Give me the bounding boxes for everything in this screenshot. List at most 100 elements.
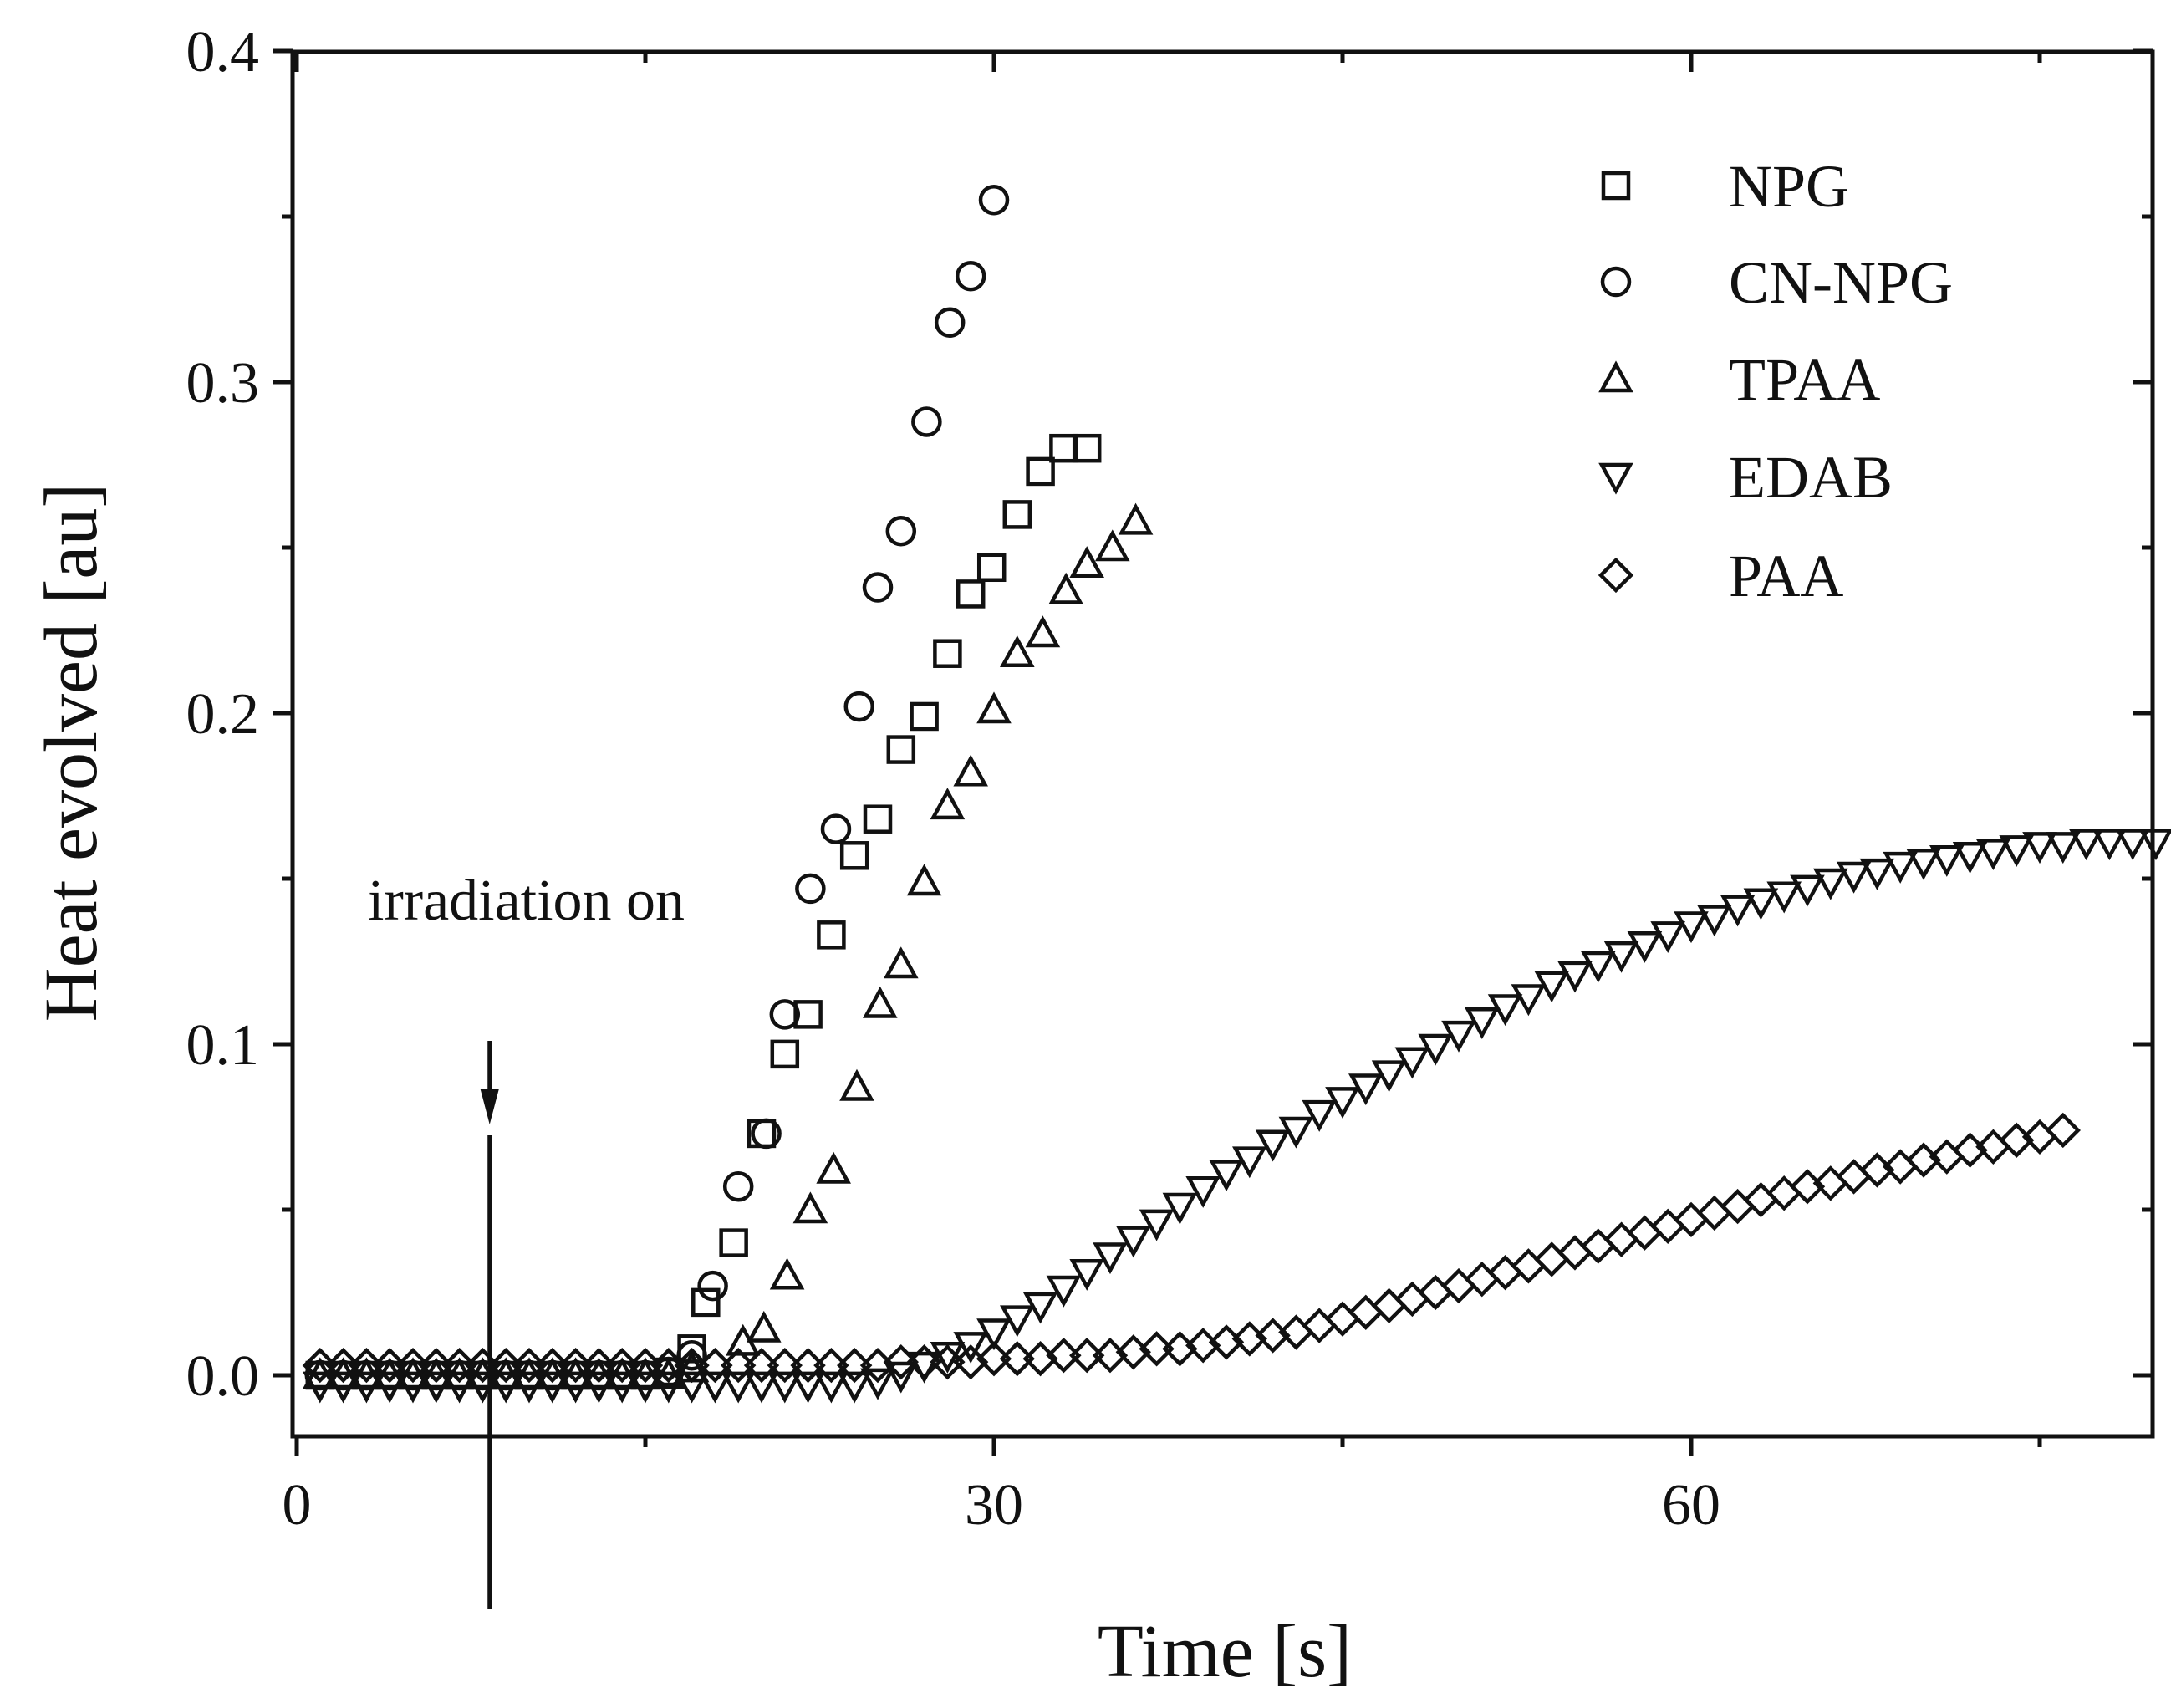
data-point-cn-npg bbox=[676, 1339, 707, 1371]
data-point-npg bbox=[1002, 500, 1032, 529]
data-point-edab bbox=[1511, 984, 1547, 1017]
data-point-tpaa bbox=[884, 946, 919, 979]
data-point-edab bbox=[837, 1371, 872, 1404]
data-point-tpaa bbox=[930, 788, 966, 820]
data-point-edab bbox=[1000, 1305, 1035, 1338]
data-point-edab bbox=[441, 1371, 477, 1404]
data-point-npg bbox=[793, 1000, 823, 1029]
data-point-npg bbox=[719, 1228, 748, 1257]
data-point-npg bbox=[691, 1287, 721, 1318]
data-point-tpaa bbox=[1118, 502, 1154, 535]
data-point-paa bbox=[721, 1347, 757, 1384]
data-point-edab bbox=[465, 1371, 501, 1404]
plot-border bbox=[290, 49, 2155, 1439]
data-point-edab bbox=[1813, 868, 1848, 900]
data-point-edab bbox=[767, 1371, 803, 1404]
data-point-edab bbox=[1999, 835, 2034, 868]
data-point-edab bbox=[976, 1318, 1012, 1351]
annotation-text: irradiation on bbox=[368, 869, 685, 933]
data-point-edab bbox=[628, 1371, 663, 1404]
data-point-npg bbox=[956, 579, 986, 609]
data-point-edab bbox=[1185, 1175, 1221, 1208]
data-point-edab bbox=[1139, 1209, 1175, 1241]
data-point-paa bbox=[418, 1347, 454, 1384]
x-tick-label: 0 bbox=[283, 1473, 312, 1537]
data-point-edab bbox=[953, 1332, 988, 1364]
data-point-paa bbox=[837, 1347, 873, 1384]
data-point-npg bbox=[976, 553, 1007, 583]
data-point-edab bbox=[1371, 1060, 1407, 1093]
annotation: irradiation on bbox=[368, 869, 685, 1609]
data-point-edab bbox=[1627, 930, 1663, 963]
data-point-edab bbox=[1557, 961, 1593, 993]
data-point-edab bbox=[697, 1371, 733, 1404]
legend-marker-npg bbox=[1601, 171, 1631, 201]
data-point-edab bbox=[1069, 1258, 1104, 1291]
series-paa bbox=[302, 1112, 2081, 1384]
data-point-paa bbox=[441, 1347, 477, 1384]
data-point-paa bbox=[604, 1347, 640, 1384]
data-point-edab bbox=[1674, 911, 1709, 944]
axis-tick-labels: 0 30 60 0.0 0.1 0.2 0.3 0.4 bbox=[186, 20, 1721, 1537]
y-tick-label: 0.0 bbox=[186, 1344, 260, 1409]
data-point-edab bbox=[2092, 829, 2128, 861]
data-point-paa bbox=[1046, 1338, 1082, 1374]
y-tick-label: 0.1 bbox=[186, 1013, 260, 1078]
data-point-edab bbox=[906, 1351, 942, 1384]
data-point-edab bbox=[2046, 832, 2081, 864]
data-point-cn-npg bbox=[885, 515, 917, 547]
data-point-tpaa bbox=[1025, 615, 1061, 648]
data-point-tpaa bbox=[953, 754, 988, 787]
data-point-npg bbox=[839, 841, 869, 870]
data-point-paa bbox=[465, 1347, 501, 1384]
data-point-edab bbox=[1859, 858, 1895, 890]
data-point-edab bbox=[1162, 1192, 1198, 1225]
data-point-paa bbox=[743, 1347, 780, 1384]
data-point-edab bbox=[1883, 851, 1918, 884]
data-point-edab bbox=[558, 1371, 594, 1404]
legend-label-cn-npg: CN-NPG bbox=[1729, 249, 1953, 316]
data-point-edab bbox=[721, 1371, 756, 1404]
axis-ticks bbox=[273, 48, 2153, 1456]
data-point-paa bbox=[790, 1347, 826, 1384]
data-point-paa bbox=[2045, 1112, 2081, 1149]
data-point-npg bbox=[817, 920, 846, 950]
data-point-paa bbox=[581, 1347, 617, 1384]
legend-label-paa: PAA bbox=[1729, 543, 1843, 609]
data-point-tpaa bbox=[906, 864, 942, 896]
data-point-cn-npg bbox=[769, 999, 801, 1030]
data-point-edab bbox=[1836, 861, 1872, 894]
legend-marker-edab bbox=[1598, 462, 1633, 495]
data-point-edab bbox=[1255, 1129, 1291, 1162]
data-point-paa bbox=[1139, 1331, 1175, 1367]
y-tick-label: 0.4 bbox=[186, 20, 260, 84]
data-point-paa bbox=[372, 1347, 408, 1384]
data-point-edab bbox=[2068, 829, 2104, 861]
data-point-edab bbox=[744, 1371, 779, 1404]
series-edab bbox=[303, 829, 2171, 1404]
x-tick-label: 30 bbox=[965, 1473, 1023, 1537]
data-point-edab bbox=[581, 1371, 617, 1404]
data-point-paa bbox=[1069, 1338, 1105, 1374]
data-point-edab bbox=[303, 1371, 338, 1404]
data-point-edab bbox=[1325, 1087, 1360, 1119]
data-point-cn-npg bbox=[955, 261, 986, 292]
data-point-edab bbox=[813, 1371, 849, 1404]
legend-label-npg: NPG bbox=[1729, 153, 1849, 220]
data-point-edab bbox=[1534, 971, 1569, 1003]
data-point-edab bbox=[1603, 941, 1639, 973]
legend-label-tpaa: TPAA bbox=[1729, 346, 1880, 413]
annotation-arrow-head bbox=[480, 1089, 499, 1124]
data-point-edab bbox=[790, 1371, 826, 1404]
legend-label-edab: EDAB bbox=[1729, 444, 1893, 511]
legend-marker-tpaa bbox=[1598, 360, 1633, 393]
data-point-edab bbox=[1394, 1047, 1430, 1079]
data-point-edab bbox=[1906, 848, 1941, 880]
data-point-cn-npg bbox=[795, 873, 826, 905]
data-point-edab bbox=[1743, 888, 1779, 920]
data-point-edab bbox=[1278, 1116, 1314, 1149]
data-point-edab bbox=[1790, 874, 1825, 907]
data-point-npg bbox=[863, 804, 893, 834]
data-point-tpaa bbox=[1048, 572, 1083, 604]
